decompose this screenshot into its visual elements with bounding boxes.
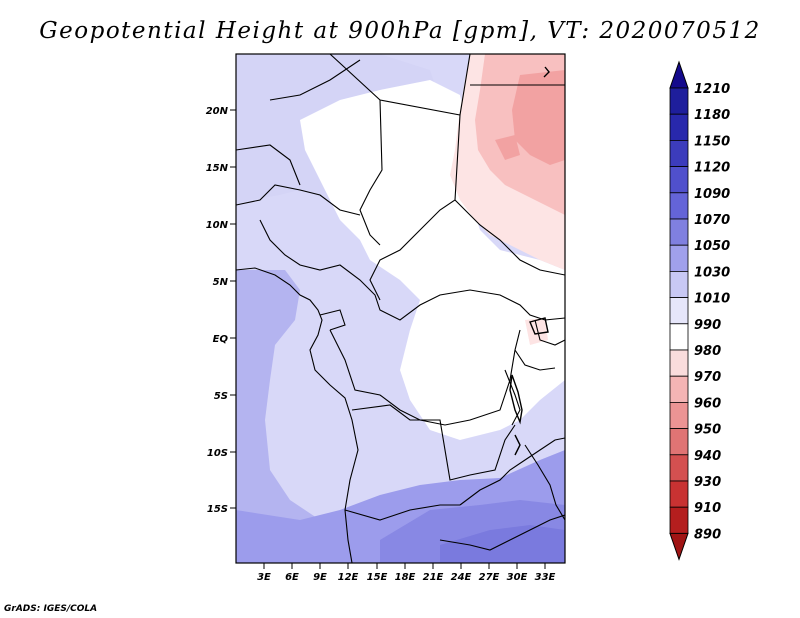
colorbar-level-label: 1090 [694, 187, 730, 202]
colorbar-level-label: 930 [694, 475, 721, 490]
chart-title: Geopotential Height at 900hPa [gpm], VT:… [39, 18, 761, 44]
field-region-1030-1050 [236, 270, 350, 563]
colorbar-segment [669, 506, 689, 534]
colorbar-segment [669, 375, 689, 403]
lat-tick-label: 15S [207, 504, 228, 515]
colorbar-segment [669, 218, 689, 246]
colorbar-segment [669, 192, 689, 220]
colorbar-level-label: 1210 [694, 82, 730, 97]
lat-tick-label: 5S [214, 391, 228, 402]
colorbar-level-label: 940 [694, 449, 721, 464]
colorbar-segment [669, 428, 689, 456]
lon-tick-label: 18E [395, 572, 416, 583]
colorbar-segment [669, 401, 689, 429]
colorbar-level-label: 960 [694, 396, 721, 411]
map-frame [235, 53, 566, 564]
colorbar-level-label: 980 [694, 344, 721, 359]
lat-tick-label: 10S [207, 448, 228, 459]
lat-tick-label: 20N [206, 106, 229, 117]
grads-credit: GrADS: IGES/COLA [4, 604, 98, 614]
colorbar-level-label: 1070 [694, 213, 730, 228]
lat-tick-label: EQ [213, 334, 229, 345]
colorbar-level-label: 1050 [694, 239, 730, 254]
colorbar-bottom-triangle [669, 532, 689, 561]
colorbar-segment [669, 244, 689, 272]
colorbar-segment [669, 139, 689, 167]
colorbar-segment [669, 349, 689, 377]
lat-axis: 20N 15N 10N 5N EQ 5S 10S 15S [206, 106, 236, 515]
lon-tick-label: 15E [367, 572, 388, 583]
colorbar-segment [669, 480, 689, 508]
colorbar-level-label: 1150 [694, 134, 730, 149]
lon-tick-label: 30E [507, 572, 528, 583]
lat-tick-label: 15N [206, 163, 229, 174]
colorbar-level-label: 1180 [694, 108, 730, 123]
colorbar-level-label: 950 [694, 423, 721, 438]
country-borders [236, 54, 565, 563]
colorbar-segment [669, 87, 689, 115]
colorbar-top-triangle [669, 60, 689, 89]
colorbar-level-label: 890 [694, 527, 721, 542]
colorbar-level-label: 910 [694, 501, 721, 516]
lon-axis: 3E 6E 9E 12E 15E 18E 21E 24E 27E 30E 33E [257, 563, 556, 583]
lat-tick-label: 10N [206, 220, 229, 231]
colorbar-segment [669, 113, 689, 141]
colorbar-segment [669, 166, 689, 194]
colorbar-level-label: 1030 [694, 265, 730, 280]
lon-tick-label: 24E [451, 572, 472, 583]
lon-tick-label: 12E [338, 572, 359, 583]
field-region-990-1010 [300, 80, 565, 440]
colorbar-segment [669, 270, 689, 298]
colorbar-level-label: 1120 [694, 161, 730, 176]
lon-tick-label: 9E [313, 572, 327, 583]
lat-tick-label: 5N [213, 277, 229, 288]
lon-tick-label: 3E [257, 572, 271, 583]
colorbar-segment [669, 297, 689, 325]
lon-tick-label: 33E [535, 572, 556, 583]
geopotential-field [236, 54, 565, 563]
lakes [509, 66, 550, 456]
lon-tick-label: 21E [423, 572, 444, 583]
colorbar-level-label: 970 [694, 370, 721, 385]
lon-tick-label: 6E [285, 572, 299, 583]
colorbar [669, 60, 689, 561]
field-region-960-970 [512, 70, 565, 165]
colorbar-level-label: 1010 [694, 292, 730, 307]
colorbar-segment [669, 454, 689, 482]
colorbar-level-label: 990 [694, 318, 721, 333]
lon-tick-label: 27E [479, 572, 500, 583]
colorbar-labels: 1210 1180 1150 1120 1090 1070 1050 1030 1010 990 9… [694, 82, 730, 542]
colorbar-segment [669, 323, 689, 351]
